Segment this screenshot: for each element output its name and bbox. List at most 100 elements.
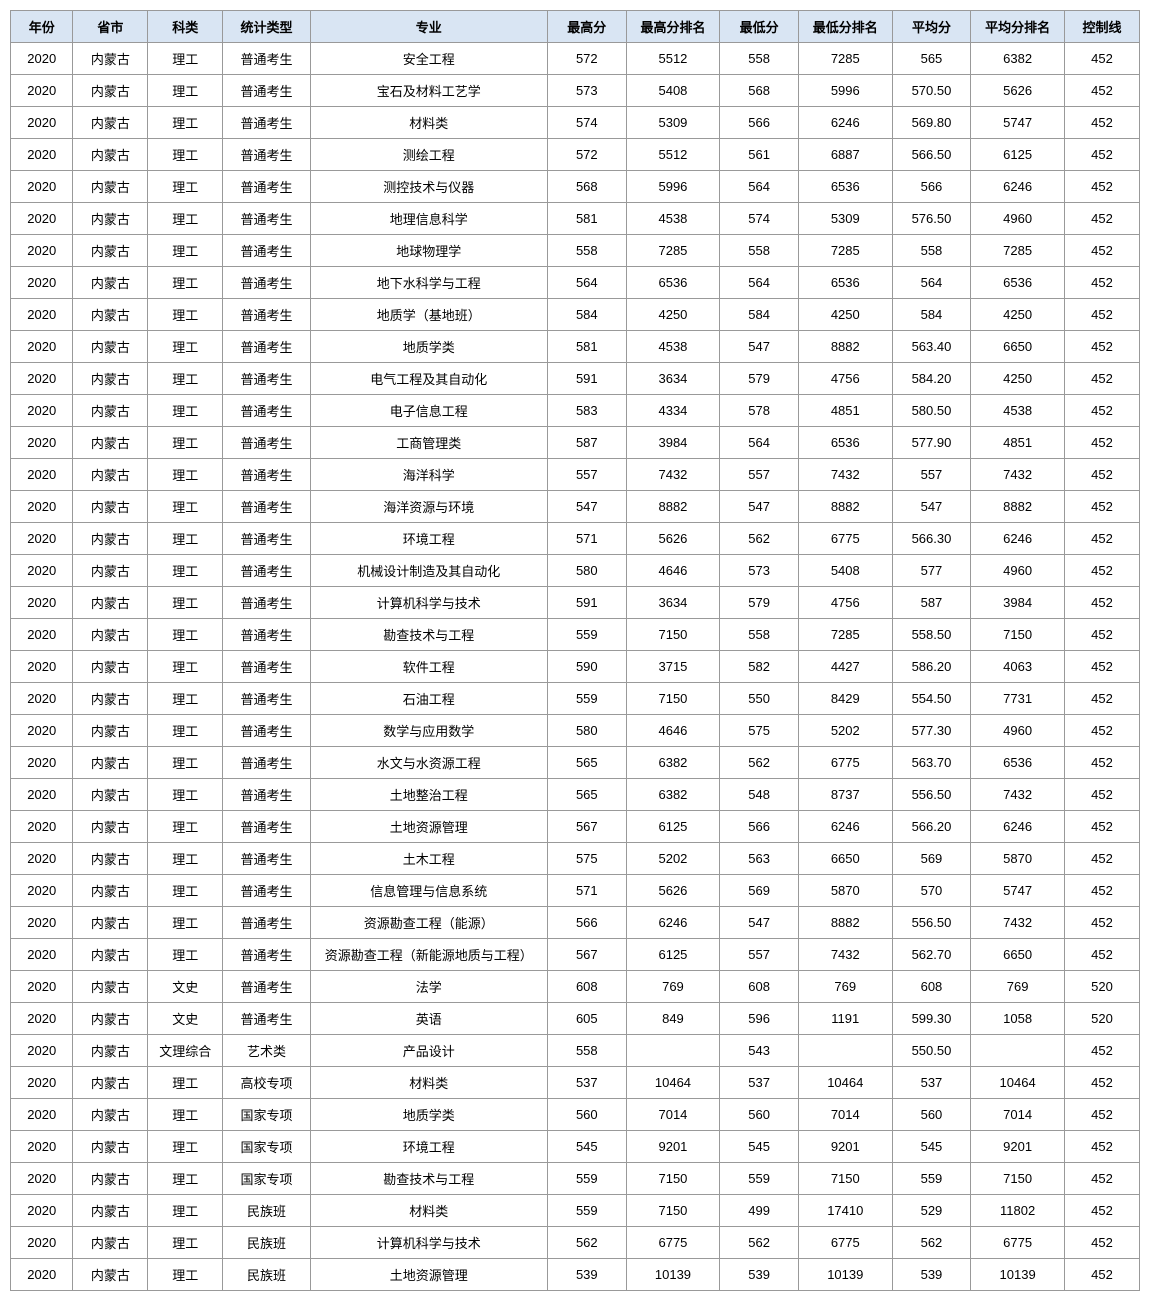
cell-1-0: 2020 [11,75,73,107]
cell-11-1: 内蒙古 [73,395,148,427]
cell-9-11: 452 [1064,331,1139,363]
cell-26-8: 5870 [798,875,892,907]
score-table: 年份省市科类统计类型专业最高分最高分排名最低分最低分排名平均分平均分排名控制线 … [10,10,1140,1291]
cell-20-3: 普通考生 [223,683,310,715]
cell-30-4: 英语 [310,1003,547,1035]
cell-16-8: 5408 [798,555,892,587]
cell-27-8: 8882 [798,907,892,939]
cell-34-1: 内蒙古 [73,1131,148,1163]
cell-21-3: 普通考生 [223,715,310,747]
table-row: 2020内蒙古理工普通考生电气工程及其自动化59136345794756584.… [11,363,1140,395]
cell-14-1: 内蒙古 [73,491,148,523]
cell-13-11: 452 [1064,459,1139,491]
table-row: 2020内蒙古理工普通考生计算机科学与技术5913634579475658739… [11,587,1140,619]
cell-19-3: 普通考生 [223,651,310,683]
cell-20-2: 理工 [148,683,223,715]
cell-13-2: 理工 [148,459,223,491]
cell-1-7: 568 [720,75,799,107]
cell-23-10: 7432 [971,779,1065,811]
cell-7-2: 理工 [148,267,223,299]
cell-12-6: 3984 [626,427,720,459]
col-header-9: 平均分 [892,11,971,43]
cell-29-5: 608 [547,971,626,1003]
cell-26-6: 5626 [626,875,720,907]
cell-9-8: 8882 [798,331,892,363]
cell-13-1: 内蒙古 [73,459,148,491]
cell-34-3: 国家专项 [223,1131,310,1163]
cell-31-11: 452 [1064,1035,1139,1067]
cell-9-2: 理工 [148,331,223,363]
cell-0-7: 558 [720,43,799,75]
cell-35-1: 内蒙古 [73,1163,148,1195]
cell-7-11: 452 [1064,267,1139,299]
cell-14-0: 2020 [11,491,73,523]
cell-1-8: 5996 [798,75,892,107]
cell-35-11: 452 [1064,1163,1139,1195]
cell-2-10: 5747 [971,107,1065,139]
cell-19-11: 452 [1064,651,1139,683]
cell-9-9: 563.40 [892,331,971,363]
table-row: 2020内蒙古理工普通考生海洋资源与环境54788825478882547888… [11,491,1140,523]
cell-19-6: 3715 [626,651,720,683]
table-row: 2020内蒙古理工普通考生测绘工程57255125616887566.50612… [11,139,1140,171]
table-row: 2020内蒙古理工普通考生宝石及材料工艺学57354085685996570.5… [11,75,1140,107]
cell-13-3: 普通考生 [223,459,310,491]
cell-24-2: 理工 [148,811,223,843]
cell-29-1: 内蒙古 [73,971,148,1003]
cell-9-7: 547 [720,331,799,363]
cell-32-0: 2020 [11,1067,73,1099]
table-row: 2020内蒙古理工普通考生地下水科学与工程5646536564653656465… [11,267,1140,299]
col-header-6: 最高分排名 [626,11,720,43]
table-row: 2020内蒙古理工普通考生地理信息科学58145385745309576.504… [11,203,1140,235]
cell-18-7: 558 [720,619,799,651]
table-row: 2020内蒙古理工普通考生资源勘查工程（能源）56662465478882556… [11,907,1140,939]
cell-27-7: 547 [720,907,799,939]
cell-31-2: 文理综合 [148,1035,223,1067]
col-header-4: 专业 [310,11,547,43]
cell-23-4: 土地整治工程 [310,779,547,811]
cell-8-3: 普通考生 [223,299,310,331]
cell-7-8: 6536 [798,267,892,299]
cell-19-4: 软件工程 [310,651,547,683]
cell-25-8: 6650 [798,843,892,875]
cell-16-3: 普通考生 [223,555,310,587]
cell-33-7: 560 [720,1099,799,1131]
cell-30-9: 599.30 [892,1003,971,1035]
table-row: 2020内蒙古理工普通考生电子信息工程58343345784851580.504… [11,395,1140,427]
cell-6-8: 7285 [798,235,892,267]
cell-17-11: 452 [1064,587,1139,619]
cell-0-5: 572 [547,43,626,75]
cell-4-3: 普通考生 [223,171,310,203]
cell-9-5: 581 [547,331,626,363]
cell-12-9: 577.90 [892,427,971,459]
cell-37-3: 民族班 [223,1227,310,1259]
cell-23-8: 8737 [798,779,892,811]
cell-16-9: 577 [892,555,971,587]
cell-1-10: 5626 [971,75,1065,107]
table-row: 2020内蒙古理工普通考生工商管理类58739845646536577.9048… [11,427,1140,459]
cell-17-9: 587 [892,587,971,619]
col-header-10: 平均分排名 [971,11,1065,43]
cell-11-8: 4851 [798,395,892,427]
cell-22-2: 理工 [148,747,223,779]
cell-14-2: 理工 [148,491,223,523]
cell-3-7: 561 [720,139,799,171]
table-row: 2020内蒙古理工普通考生石油工程55971505508429554.50773… [11,683,1140,715]
cell-8-11: 452 [1064,299,1139,331]
col-header-8: 最低分排名 [798,11,892,43]
cell-16-10: 4960 [971,555,1065,587]
cell-16-4: 机械设计制造及其自动化 [310,555,547,587]
cell-8-0: 2020 [11,299,73,331]
cell-12-8: 6536 [798,427,892,459]
col-header-0: 年份 [11,11,73,43]
cell-11-7: 578 [720,395,799,427]
cell-17-2: 理工 [148,587,223,619]
cell-18-2: 理工 [148,619,223,651]
cell-6-1: 内蒙古 [73,235,148,267]
cell-20-6: 7150 [626,683,720,715]
cell-12-4: 工商管理类 [310,427,547,459]
cell-29-0: 2020 [11,971,73,1003]
cell-33-0: 2020 [11,1099,73,1131]
cell-5-0: 2020 [11,203,73,235]
cell-37-7: 562 [720,1227,799,1259]
